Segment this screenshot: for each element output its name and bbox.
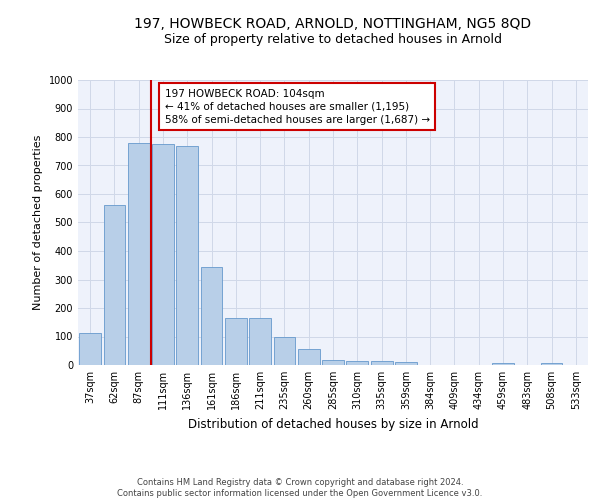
Bar bbox=[541, 362, 562, 365]
Bar bbox=[298, 350, 320, 365]
Bar bbox=[152, 144, 174, 365]
Bar bbox=[104, 206, 125, 365]
Bar bbox=[225, 318, 247, 365]
Bar bbox=[346, 360, 368, 365]
Bar bbox=[371, 360, 392, 365]
Bar bbox=[79, 333, 101, 365]
Bar bbox=[395, 362, 417, 365]
Text: Contains HM Land Registry data © Crown copyright and database right 2024.
Contai: Contains HM Land Registry data © Crown c… bbox=[118, 478, 482, 498]
Bar bbox=[200, 266, 223, 365]
Text: 197, HOWBECK ROAD, ARNOLD, NOTTINGHAM, NG5 8QD: 197, HOWBECK ROAD, ARNOLD, NOTTINGHAM, N… bbox=[134, 18, 532, 32]
Bar bbox=[322, 360, 344, 365]
Bar bbox=[274, 337, 295, 365]
Text: Size of property relative to detached houses in Arnold: Size of property relative to detached ho… bbox=[164, 32, 502, 46]
Text: 197 HOWBECK ROAD: 104sqm
← 41% of detached houses are smaller (1,195)
58% of sem: 197 HOWBECK ROAD: 104sqm ← 41% of detach… bbox=[164, 88, 430, 125]
Y-axis label: Number of detached properties: Number of detached properties bbox=[33, 135, 43, 310]
X-axis label: Distribution of detached houses by size in Arnold: Distribution of detached houses by size … bbox=[188, 418, 478, 430]
Bar bbox=[249, 318, 271, 365]
Bar bbox=[128, 144, 149, 365]
Bar bbox=[176, 146, 198, 365]
Bar bbox=[492, 362, 514, 365]
